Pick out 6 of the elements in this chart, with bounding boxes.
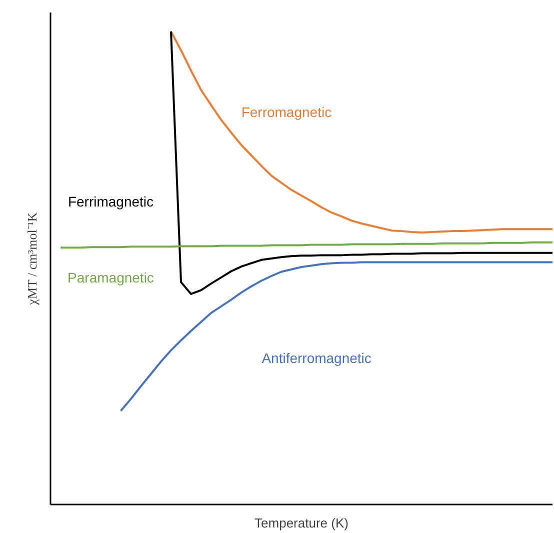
series-label: Paramagnetic (68, 269, 154, 286)
x-axis-title: Temperature (K) (254, 516, 348, 530)
series-label: Ferrimagnetic (68, 194, 154, 210)
series-label: Ferromagnetic (241, 104, 332, 120)
text: Antiferromagnetic (262, 350, 372, 366)
y-axis-title: χMT / cm³mol⁻¹K (24, 212, 40, 306)
